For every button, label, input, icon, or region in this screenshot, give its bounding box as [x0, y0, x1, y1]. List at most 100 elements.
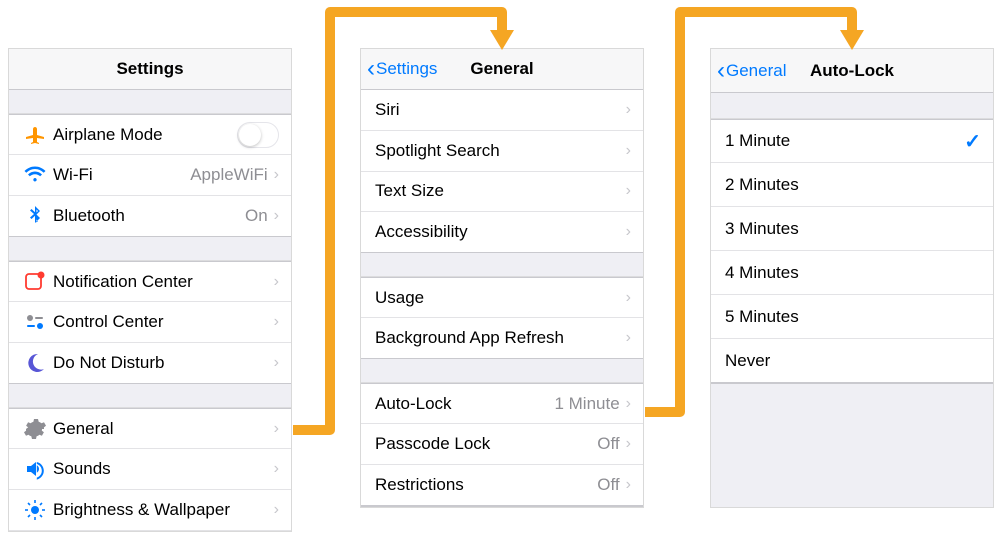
sounds-icon: [23, 457, 53, 481]
option-3-minutes[interactable]: 3 Minutes: [711, 207, 993, 251]
section-gap: [9, 384, 291, 408]
row-spotlight[interactable]: Spotlight Search ›: [361, 131, 643, 172]
row-notification-center[interactable]: Notification Center ›: [9, 261, 291, 302]
option-label: 2 Minutes: [725, 175, 981, 195]
brightness-icon: [23, 498, 53, 522]
chevron-left-icon: ‹: [367, 57, 375, 81]
spotlight-label: Spotlight Search: [375, 141, 626, 161]
section-gap: [9, 90, 291, 114]
textsize-label: Text Size: [375, 181, 626, 201]
row-do-not-disturb[interactable]: Do Not Disturb ›: [9, 343, 291, 384]
wifi-detail: AppleWiFi: [190, 165, 267, 185]
back-label: General: [726, 61, 786, 81]
panel-filler: [361, 506, 643, 507]
chevron-icon: ›: [626, 395, 631, 413]
notification-label: Notification Center: [53, 272, 274, 292]
gear-icon: [23, 417, 53, 441]
option-never[interactable]: Never: [711, 339, 993, 383]
restrictions-label: Restrictions: [375, 475, 597, 495]
settings-header: Settings: [9, 49, 291, 90]
row-bg-refresh[interactable]: Background App Refresh ›: [361, 318, 643, 359]
autolock-panel: ‹ General Auto-Lock 1 Minute ✓ 2 Minutes…: [710, 48, 994, 508]
chevron-icon: ›: [626, 223, 631, 241]
row-brightness[interactable]: Brightness & Wallpaper ›: [9, 490, 291, 531]
back-to-general[interactable]: ‹ General: [711, 59, 786, 83]
dnd-icon: [23, 351, 53, 375]
row-control-center[interactable]: Control Center ›: [9, 302, 291, 343]
passcode-detail: Off: [597, 434, 619, 454]
row-restrictions[interactable]: Restrictions Off ›: [361, 465, 643, 506]
bluetooth-detail: On: [245, 206, 268, 226]
general-label: General: [53, 419, 274, 439]
row-sounds[interactable]: Sounds ›: [9, 449, 291, 490]
chevron-icon: ›: [626, 329, 631, 347]
chevron-icon: ›: [626, 142, 631, 160]
option-1-minute[interactable]: 1 Minute ✓: [711, 119, 993, 163]
settings-title: Settings: [9, 59, 291, 79]
brightness-label: Brightness & Wallpaper: [53, 500, 274, 520]
option-label: 1 Minute: [725, 131, 964, 151]
option-label: 3 Minutes: [725, 219, 981, 239]
chevron-icon: ›: [626, 289, 631, 307]
row-bluetooth[interactable]: Bluetooth On ›: [9, 196, 291, 237]
sounds-label: Sounds: [53, 459, 274, 479]
chevron-icon: ›: [274, 501, 279, 519]
chevron-icon: ›: [274, 273, 279, 291]
bluetooth-label: Bluetooth: [53, 206, 245, 226]
option-5-minutes[interactable]: 5 Minutes: [711, 295, 993, 339]
option-2-minutes[interactable]: 2 Minutes: [711, 163, 993, 207]
section-gap: [711, 93, 993, 119]
autolock-label: Auto-Lock: [375, 394, 554, 414]
general-header: ‹ Settings General: [361, 49, 643, 90]
passcode-label: Passcode Lock: [375, 434, 597, 454]
panel-filler: [711, 383, 993, 507]
back-label: Settings: [376, 59, 437, 79]
notification-icon: [23, 270, 53, 294]
wifi-label: Wi-Fi: [53, 165, 190, 185]
section-gap: [361, 359, 643, 383]
section-gap: [361, 253, 643, 277]
option-4-minutes[interactable]: 4 Minutes: [711, 251, 993, 295]
settings-panel: Settings Airplane Mode Wi-Fi AppleWiFi ›…: [8, 48, 292, 532]
chevron-icon: ›: [626, 101, 631, 119]
chevron-icon: ›: [274, 354, 279, 372]
control-center-icon: [23, 310, 53, 334]
row-siri[interactable]: Siri ›: [361, 90, 643, 131]
restrictions-detail: Off: [597, 475, 619, 495]
chevron-icon: ›: [274, 460, 279, 478]
row-general[interactable]: General ›: [9, 408, 291, 449]
row-passcode-lock[interactable]: Passcode Lock Off ›: [361, 424, 643, 465]
back-to-settings[interactable]: ‹ Settings: [361, 57, 437, 81]
bluetooth-icon: [23, 204, 53, 228]
option-label: Never: [725, 351, 981, 371]
airplane-icon: [23, 123, 53, 147]
wifi-icon: [23, 163, 53, 187]
control-center-label: Control Center: [53, 312, 274, 332]
chevron-icon: ›: [274, 207, 279, 225]
option-label: 5 Minutes: [725, 307, 981, 327]
accessibility-label: Accessibility: [375, 222, 626, 242]
row-airplane-mode[interactable]: Airplane Mode: [9, 114, 291, 155]
siri-label: Siri: [375, 100, 626, 120]
chevron-left-icon: ‹: [717, 59, 725, 83]
check-icon: ✓: [964, 129, 981, 154]
chevron-icon: ›: [626, 435, 631, 453]
general-panel: ‹ Settings General Siri › Spotlight Sear…: [360, 48, 644, 508]
autolock-detail: 1 Minute: [554, 394, 619, 414]
chevron-icon: ›: [626, 182, 631, 200]
chevron-icon: ›: [274, 166, 279, 184]
section-gap: [9, 237, 291, 261]
usage-label: Usage: [375, 288, 626, 308]
row-accessibility[interactable]: Accessibility ›: [361, 212, 643, 253]
bgrefresh-label: Background App Refresh: [375, 328, 626, 348]
dnd-label: Do Not Disturb: [53, 353, 274, 373]
row-text-size[interactable]: Text Size ›: [361, 172, 643, 213]
chevron-icon: ›: [274, 420, 279, 438]
autolock-header: ‹ General Auto-Lock: [711, 49, 993, 93]
row-usage[interactable]: Usage ›: [361, 277, 643, 318]
option-label: 4 Minutes: [725, 263, 981, 283]
row-auto-lock[interactable]: Auto-Lock 1 Minute ›: [361, 383, 643, 424]
row-wifi[interactable]: Wi-Fi AppleWiFi ›: [9, 155, 291, 196]
airplane-toggle[interactable]: [237, 122, 279, 148]
chevron-icon: ›: [626, 476, 631, 494]
